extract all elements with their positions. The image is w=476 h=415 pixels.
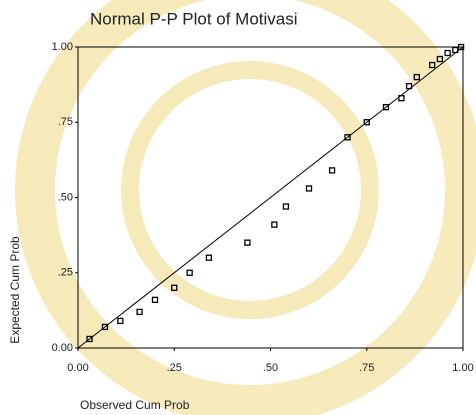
y-axis-label: Expected Cum Prob bbox=[8, 236, 22, 344]
chart: Normal P-P Plot of Motivasi Observed Cum… bbox=[0, 0, 476, 415]
x-tick-label: .50 bbox=[263, 362, 278, 374]
point bbox=[330, 168, 335, 173]
x-tick-label: .75 bbox=[359, 362, 374, 374]
y-tick-label: .50 bbox=[58, 191, 73, 203]
y-tick-label: 0.00 bbox=[52, 342, 73, 354]
x-tick-label: 0.00 bbox=[67, 362, 88, 374]
y-tick-label: 1.00 bbox=[52, 41, 73, 53]
point bbox=[187, 270, 192, 275]
y-tick-label: .75 bbox=[58, 116, 73, 128]
x-tick-label: .25 bbox=[167, 362, 182, 374]
point bbox=[153, 297, 158, 302]
point bbox=[137, 309, 142, 314]
point bbox=[307, 186, 312, 191]
point bbox=[245, 240, 250, 245]
x-tick-label: 1.00 bbox=[452, 362, 473, 374]
point bbox=[445, 51, 450, 56]
point bbox=[118, 318, 123, 323]
watermark bbox=[35, 0, 465, 405]
point bbox=[206, 255, 211, 260]
point bbox=[272, 222, 277, 227]
y-tick-label: .25 bbox=[58, 267, 73, 279]
x-axis-label: Observed Cum Prob bbox=[80, 398, 190, 412]
point bbox=[283, 204, 288, 209]
chart-title: Normal P-P Plot of Motivasi bbox=[90, 9, 298, 28]
